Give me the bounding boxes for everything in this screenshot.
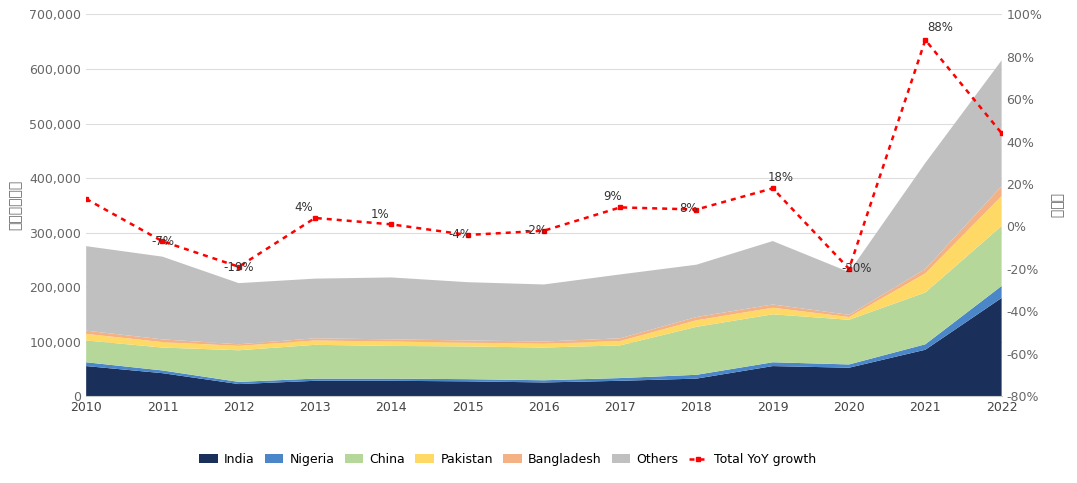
Total YoY growth	[80, 196, 93, 202]
Total YoY growth	[919, 37, 932, 43]
Text: -2%: -2%	[524, 224, 548, 237]
Text: 8%: 8%	[680, 202, 698, 215]
Total YoY growth	[614, 204, 627, 210]
Text: 1%: 1%	[370, 208, 389, 221]
Total YoY growth	[842, 266, 855, 272]
Text: 9%: 9%	[603, 190, 621, 203]
Text: 18%: 18%	[768, 171, 794, 184]
Total YoY growth	[384, 221, 397, 227]
Line: Total YoY growth: Total YoY growth	[84, 38, 1004, 271]
Legend: India, Nigeria, China, Pakistan, Bangladesh, Others, Total YoY growth: India, Nigeria, China, Pakistan, Banglad…	[194, 448, 821, 471]
Text: -4%: -4%	[448, 228, 472, 242]
Total YoY growth	[233, 264, 246, 270]
Text: 4%: 4%	[294, 201, 313, 214]
Total YoY growth	[308, 215, 321, 221]
Total YoY growth	[995, 130, 1008, 136]
Total YoY growth	[461, 232, 474, 238]
Text: -7%: -7%	[151, 235, 174, 248]
Y-axis label: 签证发放数量: 签证发放数量	[9, 180, 23, 230]
Text: -20%: -20%	[841, 262, 872, 275]
Total YoY growth	[766, 185, 779, 191]
Text: -19%: -19%	[224, 261, 254, 274]
Text: 88%: 88%	[927, 21, 953, 33]
Total YoY growth	[156, 239, 169, 244]
Total YoY growth	[690, 207, 703, 213]
Y-axis label: 年增长: 年增长	[1049, 193, 1063, 218]
Total YoY growth	[537, 228, 550, 234]
